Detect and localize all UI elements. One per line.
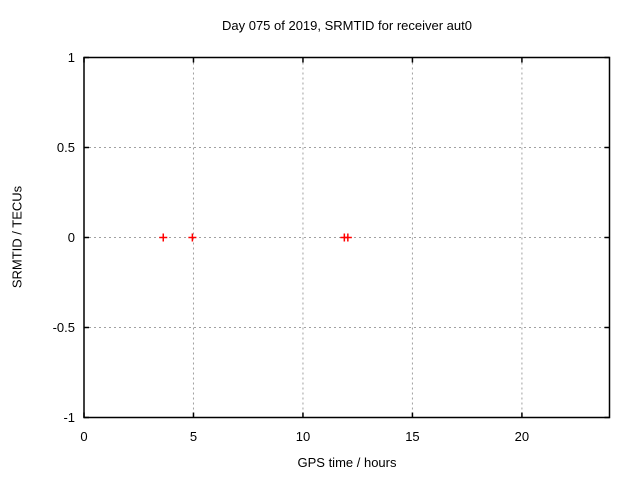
chart-title: Day 075 of 2019, SRMTID for receiver aut…: [221, 18, 472, 33]
plot-border: [83, 56, 611, 419]
x-tick-label: 0: [80, 429, 87, 444]
x-tick-label: 10: [296, 429, 310, 444]
x-tick-label: 20: [515, 429, 529, 444]
x-tick-label: 5: [190, 429, 197, 444]
x-tick-label: 15: [405, 429, 419, 444]
data-point-marker: [159, 233, 168, 242]
y-tick-label: 0: [68, 230, 75, 245]
y-tick-label: -1: [63, 410, 75, 425]
y-tick-label: 1: [68, 50, 75, 65]
data-point-marker: [343, 233, 352, 242]
x-axis-label: GPS time / hours: [297, 455, 397, 470]
data-point-marker: [188, 233, 197, 242]
y-tick-label: 0.5: [57, 140, 75, 155]
y-tick-label: -0.5: [53, 320, 75, 335]
